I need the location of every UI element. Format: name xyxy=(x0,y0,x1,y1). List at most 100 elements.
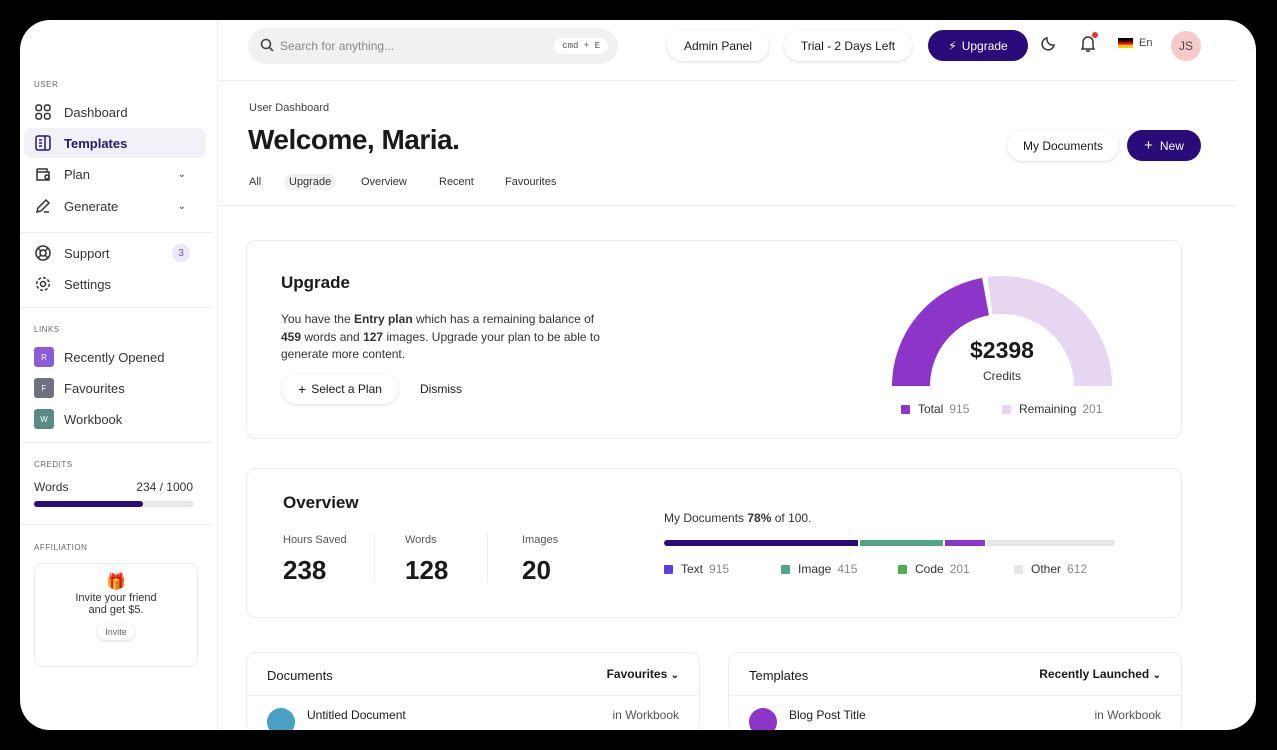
label: Favourites xyxy=(64,380,125,396)
tab-upgrade[interactable]: Upgrade xyxy=(284,174,337,190)
bell-icon[interactable] xyxy=(1080,32,1098,58)
sidebar-item-dashboard[interactable]: Dashboard xyxy=(24,97,206,127)
percent: 78% xyxy=(747,511,772,525)
search-input[interactable]: Search for anything... cmd + E xyxy=(248,28,618,64)
gauge-remaining-arc xyxy=(987,276,1112,386)
link-workbook[interactable]: W Workbook xyxy=(24,404,206,434)
admin-panel-button[interactable]: Admin Panel xyxy=(667,30,769,61)
sidebar-item-settings[interactable]: Settings xyxy=(24,269,206,299)
legend-swatch xyxy=(898,564,907,574)
new-button[interactable]: + New xyxy=(1127,130,1201,161)
value: 915 xyxy=(709,562,730,576)
label: Favourites xyxy=(606,667,668,681)
sidebar-item-support[interactable]: Support 3 xyxy=(24,238,206,268)
chevron-down-icon: ⌄ xyxy=(1152,670,1161,681)
usage-segment-code xyxy=(944,540,985,546)
link-favourites[interactable]: F Favourites xyxy=(24,373,206,403)
stat-value: 20 xyxy=(522,555,551,585)
shortcut-hint: cmd + E xyxy=(554,38,608,54)
text: words and xyxy=(301,329,364,344)
legend-code: Code 201 xyxy=(898,562,970,576)
section-label-affiliation: AFFILIATION xyxy=(34,543,88,552)
letter-avatar: F xyxy=(34,378,54,398)
link-recently-opened[interactable]: R Recently Opened xyxy=(24,342,206,372)
divider xyxy=(219,205,1236,206)
label: Recently Launched xyxy=(1039,667,1150,681)
text: which has a remaining balance of xyxy=(412,312,595,326)
section-label-user: USER xyxy=(34,80,59,89)
search-placeholder: Search for anything... xyxy=(280,39,395,53)
upgrade-button[interactable]: ⚡︎ Upgrade xyxy=(928,30,1028,61)
divider xyxy=(729,695,1181,696)
images-count: 127 xyxy=(363,329,384,344)
gift-icon: 🎁 xyxy=(106,574,126,591)
sidebar-item-generate[interactable]: Generate ⌄ xyxy=(24,191,206,221)
divider xyxy=(20,524,212,525)
document-avatar xyxy=(267,708,295,730)
credits-value: 234 / 1000 xyxy=(136,480,193,494)
value: 415 xyxy=(837,562,858,576)
documents-filter-dropdown[interactable]: Favourites ⌄ xyxy=(607,667,679,681)
upgrade-title: Upgrade xyxy=(281,273,350,292)
label: New xyxy=(1159,138,1184,153)
moon-icon[interactable] xyxy=(1041,35,1057,56)
my-documents-button[interactable]: My Documents xyxy=(1007,130,1119,161)
documents-usage-text: My Documents 78% of 100. xyxy=(664,511,811,525)
chevron-down-icon: ⌄ xyxy=(177,200,186,212)
sidebar-item-templates[interactable]: Templates xyxy=(24,128,206,158)
overview-title: Overview xyxy=(283,493,359,512)
divider xyxy=(247,695,699,696)
text: of 100. xyxy=(771,511,812,525)
lifebuoy-icon xyxy=(34,244,52,262)
value: 201 xyxy=(949,562,970,576)
tab-all[interactable]: All xyxy=(249,176,262,188)
text: generate more content. xyxy=(281,347,406,361)
words-count: 459 xyxy=(281,329,302,344)
dismiss-button[interactable]: Dismiss xyxy=(420,382,462,396)
divider xyxy=(20,232,212,233)
stat-label: Words xyxy=(405,534,437,546)
germany-flag-icon xyxy=(1118,38,1133,48)
app-window: USER Dashboard Templates Plan ⌄ Generate ⌄… xyxy=(20,20,1256,730)
value: 201 xyxy=(1082,402,1103,416)
credits-progress-fill xyxy=(34,501,143,507)
trial-button[interactable]: Trial - 2 Days Left xyxy=(784,30,912,61)
gear-icon xyxy=(34,275,52,293)
plan-name: Entry plan xyxy=(353,312,413,326)
page-title: Welcome, Maria. xyxy=(248,124,460,155)
avatar[interactable]: JS xyxy=(1171,31,1201,61)
label: Templates xyxy=(64,135,128,151)
label: Other xyxy=(1031,562,1062,576)
invite-button[interactable]: Invite xyxy=(97,624,135,640)
lightning-icon: ⚡︎ xyxy=(948,38,957,53)
template-name[interactable]: Blog Post Title xyxy=(789,708,866,722)
main-content: User Dashboard Welcome, Maria. My Docume… xyxy=(219,82,1236,730)
label: En xyxy=(1139,37,1153,49)
templates-card: Templates Recently Launched ⌄ Blog Post … xyxy=(728,652,1182,730)
label: Select a Plan xyxy=(311,382,382,396)
templates-filter-dropdown[interactable]: Recently Launched ⌄ xyxy=(1039,667,1161,681)
templates-title: Templates xyxy=(749,668,809,683)
legend-swatch xyxy=(664,564,673,574)
invite-text-2: and get $5. xyxy=(88,604,144,616)
label: Workbook xyxy=(64,411,123,427)
divider xyxy=(20,442,212,443)
label: Upgrade xyxy=(961,38,1008,53)
tab-recent[interactable]: Recent xyxy=(439,176,474,188)
legend-swatch xyxy=(781,564,790,574)
select-plan-button[interactable]: + Select a Plan xyxy=(282,374,398,404)
gauge-label: Credits xyxy=(982,369,1021,383)
upgrade-card: Upgrade You have the Entry plan which ha… xyxy=(246,240,1182,439)
stat-label: Images xyxy=(522,534,559,546)
text: You have the xyxy=(281,312,354,326)
label: Generate xyxy=(64,198,119,214)
document-name[interactable]: Untitled Document xyxy=(307,708,406,722)
usage-segment-other xyxy=(986,540,1115,546)
support-count-badge: 3 xyxy=(172,244,190,262)
language-selector[interactable]: En xyxy=(1118,37,1152,49)
legend-other: Other 612 xyxy=(1014,562,1087,576)
documents-title: Documents xyxy=(267,668,333,683)
tab-favourites[interactable]: Favourites xyxy=(505,176,557,188)
sidebar-item-plan[interactable]: Plan ⌄ xyxy=(24,159,206,189)
tab-overview[interactable]: Overview xyxy=(361,176,407,188)
